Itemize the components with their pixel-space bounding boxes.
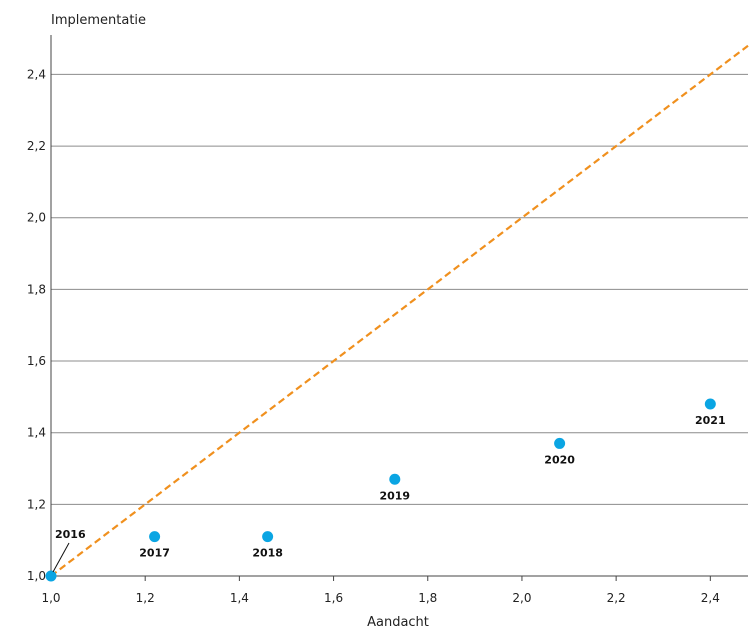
y-tick-label: 2,2 xyxy=(27,139,46,153)
data-point xyxy=(554,437,566,449)
x-tick-label: 2,4 xyxy=(701,591,720,605)
y-tick-label: 1,2 xyxy=(27,497,46,511)
reference-line xyxy=(50,44,749,577)
y-tick-label: 1,8 xyxy=(27,282,46,296)
data-point xyxy=(389,473,401,485)
x-tick-label: 1,0 xyxy=(41,591,60,605)
data-point xyxy=(45,570,57,582)
x-tick-label: 1,4 xyxy=(230,591,249,605)
point-label-leader xyxy=(52,542,70,573)
grid-lines xyxy=(51,73,748,505)
y-axis-label: Implementatie xyxy=(51,13,146,28)
data-point xyxy=(262,531,274,543)
data-point xyxy=(149,531,161,543)
data-points: 2016 2017 2018 2019 2020 2021 xyxy=(45,398,726,582)
point-label: 2020 xyxy=(544,453,575,466)
y-tick-label: 2,4 xyxy=(27,67,46,81)
x-axis-label: Aandacht xyxy=(367,615,429,630)
point-label: 2021 xyxy=(695,414,726,427)
x-tick-labels: 1,0 1,2 1,4 1,6 1,8 2,0 2,2 2,4 xyxy=(41,591,719,605)
point-label: 2018 xyxy=(252,547,283,560)
point-label: 2016 xyxy=(55,528,86,541)
data-point xyxy=(704,398,716,410)
y-tick-label: 2,0 xyxy=(27,211,46,225)
point-label: 2017 xyxy=(139,547,170,560)
x-tick-label: 1,6 xyxy=(324,591,343,605)
x-tick-label: 1,2 xyxy=(136,591,155,605)
reference-diagonal-line xyxy=(50,44,749,577)
x-tick-label: 2,2 xyxy=(607,591,626,605)
y-tick-label: 1,6 xyxy=(27,354,46,368)
point-label: 2019 xyxy=(379,489,410,502)
y-tick-labels: 1,0 1,2 1,4 1,6 1,8 2,0 2,2 2,4 xyxy=(27,67,46,583)
x-tick-label: 2,0 xyxy=(512,591,531,605)
x-tick-label: 1,8 xyxy=(418,591,437,605)
y-tick-label: 1,0 xyxy=(27,569,46,583)
y-tick-label: 1,4 xyxy=(27,426,46,440)
axes xyxy=(50,35,748,581)
